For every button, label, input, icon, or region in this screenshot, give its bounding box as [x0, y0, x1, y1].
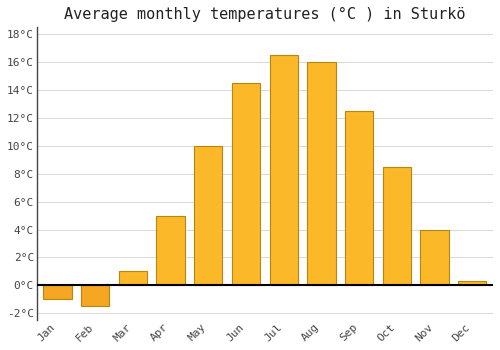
Bar — [458, 281, 486, 285]
Bar — [420, 230, 448, 285]
Bar — [118, 272, 147, 285]
Bar — [382, 167, 411, 285]
Bar — [345, 111, 374, 285]
Bar — [44, 285, 72, 299]
Bar — [232, 83, 260, 285]
Bar — [194, 146, 222, 285]
Bar — [308, 62, 336, 285]
Title: Average monthly temperatures (°C ) in Sturkö: Average monthly temperatures (°C ) in St… — [64, 7, 466, 22]
Bar — [270, 55, 298, 285]
Bar — [81, 285, 110, 306]
Bar — [156, 216, 184, 285]
